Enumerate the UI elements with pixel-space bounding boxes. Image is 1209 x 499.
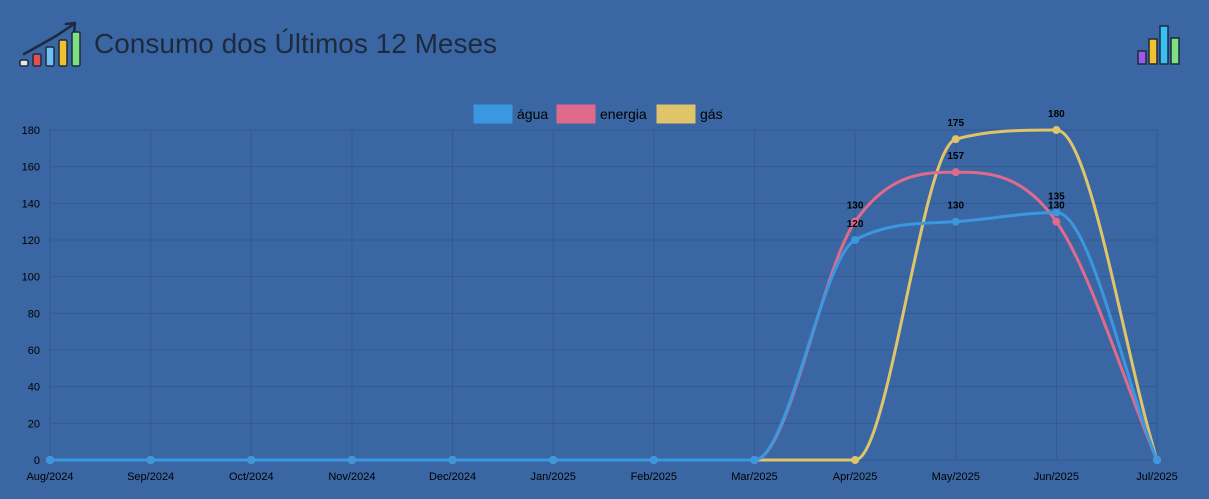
x-tick-label: Aug/2024 (26, 471, 73, 483)
x-tick-label: May/2025 (932, 471, 980, 483)
legend-swatch[interactable] (556, 104, 596, 124)
plot-area (49, 129, 1158, 461)
data-label: 135 (1048, 192, 1065, 203)
series-line (49, 170, 1159, 462)
x-tick-label: Sep/2024 (127, 471, 174, 483)
data-point[interactable] (851, 236, 860, 244)
data-label: 175 (947, 118, 964, 129)
data-point[interactable] (1052, 208, 1061, 217)
legend-swatch[interactable] (656, 104, 696, 124)
x-tick-label: Feb/2025 (631, 471, 677, 483)
data-label: 157 (947, 151, 964, 162)
series-line (49, 128, 1159, 462)
y-tick-label: 60 (28, 345, 40, 357)
x-tick-label: Mar/2025 (731, 471, 777, 483)
data-point[interactable] (851, 456, 860, 464)
data-point[interactable] (549, 456, 558, 464)
page-title: Consumo dos Últimos 12 Meses (94, 28, 498, 59)
x-tick-label: Jul/2025 (1136, 471, 1178, 483)
y-tick-label: 120 (22, 235, 40, 247)
data-label: 130 (847, 201, 864, 212)
data-point[interactable] (347, 456, 356, 464)
chart-axes: 0 20 40 60 80 100 120 140 160 180 Aug/2024 Sep/2024… (22, 125, 1178, 483)
data-point[interactable] (750, 456, 759, 464)
bar-chart-icon (1137, 25, 1180, 65)
data-label: 130 (1048, 201, 1065, 212)
legend-swatch[interactable] (473, 104, 513, 124)
y-tick-label: 0 (34, 455, 40, 467)
x-tick-label: Apr/2025 (833, 471, 878, 483)
y-tick-label: 100 (22, 272, 40, 284)
legend-label[interactable]: gás (700, 106, 723, 122)
data-point[interactable] (46, 456, 54, 464)
legend-label[interactable]: água (517, 106, 548, 122)
data-label: 180 (1048, 109, 1065, 120)
data-point[interactable] (1153, 456, 1161, 464)
y-tick-label: 180 (22, 125, 40, 137)
x-tick-label: Oct/2024 (229, 471, 274, 483)
x-tick-label: Dec/2024 (429, 471, 476, 483)
y-tick-label: 40 (28, 382, 40, 394)
data-point[interactable] (247, 456, 256, 464)
data-point[interactable] (951, 217, 960, 226)
legend-label[interactable]: energia (600, 106, 647, 122)
data-label: 120 (847, 219, 864, 230)
growth-chart-icon (19, 21, 81, 67)
page-header: Consumo dos Últimos 12 Meses (0, 0, 1209, 95)
data-point[interactable] (448, 456, 457, 464)
data-point[interactable] (1052, 126, 1061, 134)
data-point[interactable] (649, 456, 658, 464)
data-point[interactable] (146, 456, 155, 464)
x-tick-label: Jun/2025 (1034, 471, 1079, 483)
data-point[interactable] (851, 217, 860, 226)
data-point[interactable] (951, 168, 960, 177)
x-tick-label: Nov/2024 (328, 471, 375, 483)
y-tick-label: 160 (22, 162, 40, 174)
x-tick-label: Jan/2025 (531, 471, 576, 483)
data-label: 130 (947, 201, 964, 212)
y-tick-label: 20 (28, 418, 40, 430)
y-tick-label: 80 (28, 308, 40, 320)
data-point[interactable] (1052, 217, 1061, 226)
chart-legend: água energia gás (473, 104, 723, 124)
data-point[interactable] (951, 135, 960, 144)
chart-grid (49, 129, 1158, 461)
y-tick-label: 140 (22, 198, 40, 210)
